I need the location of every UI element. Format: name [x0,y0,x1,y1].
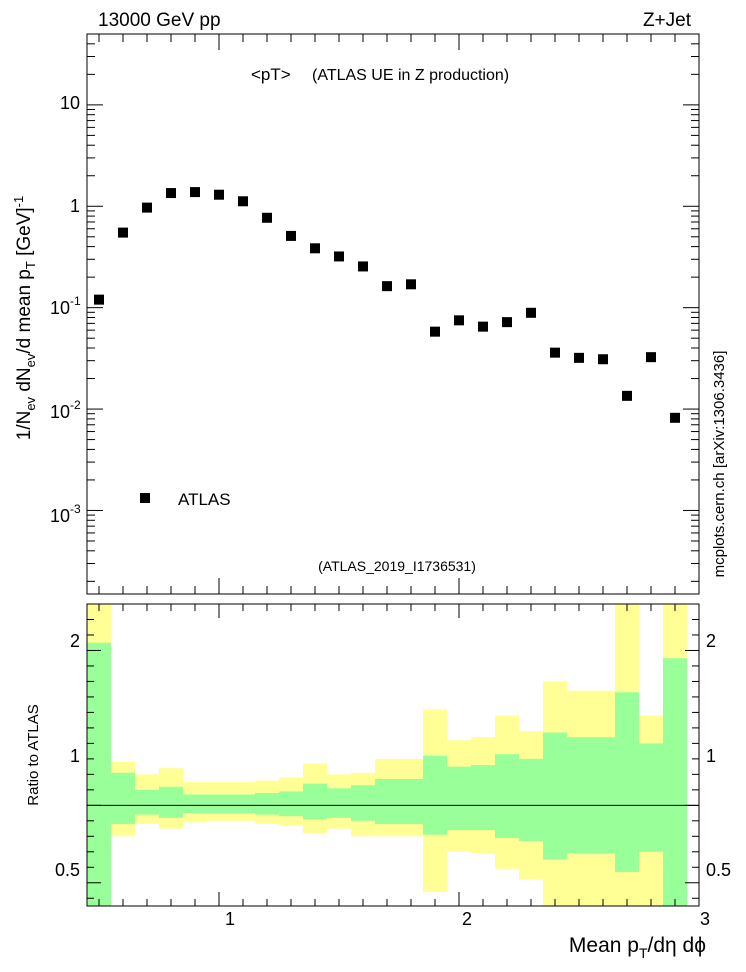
green-uncertainty-band [327,788,351,818]
green-uncertainty-band [279,791,303,817]
data-point [310,243,320,254]
ytick-label-0.1-base: 10 [50,298,70,318]
xtick-label-2: 2 [462,909,472,929]
plot-subtitle: (ATLAS UE in Z production) [312,67,509,84]
green-uncertainty-band [303,783,327,820]
ratio-axis-ticks [87,604,700,906]
main-ylabel-g: [GeV] [14,207,35,261]
main-ylabel-c: dN [14,367,35,397]
data-point [406,279,416,290]
ratio-ytick-right-2: 2 [706,631,716,651]
green-uncertainty-band [615,692,639,872]
green-uncertainty-band [423,755,447,835]
ratio-ytick-left-0.5: 0.5 [55,860,80,880]
ratio-ylabel: Ratio to ATLAS [25,704,42,805]
xtick-label-1: 1 [225,909,235,929]
data-point [526,307,536,318]
ratio-ytick-left-2: 2 [70,631,80,651]
side-watermark-label: mcplots.cern.ch [arXiv:1306.3436] [711,351,728,578]
ytick-label-0.01-base: 10 [50,402,70,422]
data-point [670,412,680,423]
green-uncertainty-band [663,658,687,906]
data-point [166,188,176,199]
ytick-label-0.1-exp: -1 [70,294,81,308]
data-point [478,321,488,332]
data-point [214,189,224,200]
green-uncertainty-band [639,743,663,852]
main-ylabel-d: ev [23,353,38,367]
ytick-label-1: 1 [70,196,80,216]
data-point [598,354,608,365]
data-point [622,390,632,401]
green-uncertainty-band [399,779,423,824]
green-uncertainty-band [495,754,519,838]
ytick-label-10: 10 [60,93,80,113]
data-point [454,315,464,326]
green-uncertainty-band [567,737,591,854]
ytick-label-0.1: 10 [50,298,70,318]
header-left-label: 13000 GeV pp [98,10,221,31]
data-point [118,227,128,238]
main-ylabel: 1/Nev dNev/d mean pT [GeV]-1 [11,196,38,441]
green-uncertainty-band [519,758,543,841]
ratio-ytick-right-1: 1 [706,746,716,766]
data-point [550,347,560,358]
data-point [142,202,152,213]
green-uncertainty-band [447,766,471,831]
green-uncertainty-band [543,732,567,860]
green-uncertainty-band [207,794,231,814]
legend-label-atlas: ATLAS [178,490,231,509]
data-point [286,230,296,241]
main-ylabel-f: T [23,261,38,269]
main-ylabel-e: /d mean p [14,269,35,354]
data-point [190,187,200,198]
ratio-xlabel-a: Mean p [569,934,639,957]
green-uncertainty-band [591,737,615,854]
data-point [238,196,248,207]
ratio-xlabel-b: T [639,945,648,961]
header-right-label: Z+Jet [643,10,692,31]
data-point [502,317,512,328]
green-uncertainty-band [471,765,495,831]
atlas-data-points [94,187,680,423]
data-point [334,251,344,262]
data-point [358,261,368,272]
ytick-label-0.01-exp: -2 [70,398,81,412]
data-point [382,281,392,292]
ratio-ytick-left-1: 1 [70,746,80,766]
data-point [574,352,584,363]
green-uncertainty-band [231,794,255,814]
data-point [430,326,440,337]
data-point [262,212,272,223]
legend-marker [140,493,150,503]
ratio-uncertainty-bands [87,604,687,906]
main-ylabel-b: ev [23,396,38,410]
green-uncertainty-band [135,789,159,815]
green-uncertainty-band [351,785,375,821]
green-uncertainty-band [183,794,207,814]
main-axis-ticks [87,33,700,594]
ytick-label-0.001-exp: -3 [70,502,81,516]
plot-title: <pT> [251,65,291,84]
data-point [646,352,656,363]
main-ylabel-a: 1/N [14,411,35,441]
ratio-ytick-right-0.5: 0.5 [706,860,731,880]
xtick-label-3: 3 [700,909,710,929]
ytick-label-0.001: 10 [50,506,70,526]
ytick-label-0.01: 10 [50,402,70,422]
green-uncertainty-band [375,779,399,824]
analysis-tag: (ATLAS_2019_I1736531) [318,558,476,574]
main-plot-frame [86,33,700,595]
green-uncertainty-band [111,772,135,824]
ratio-xlabel: Mean pT/dη dϕ [569,934,706,961]
main-ylabel-h: -1 [11,196,26,208]
green-uncertainty-band [255,792,279,815]
ratio-plot-frame [86,603,700,907]
ytick-label-0.001-base: 10 [50,506,70,526]
green-uncertainty-band [159,786,183,818]
data-point [94,294,104,305]
ratio-xlabel-c: /dη dϕ [648,934,706,957]
